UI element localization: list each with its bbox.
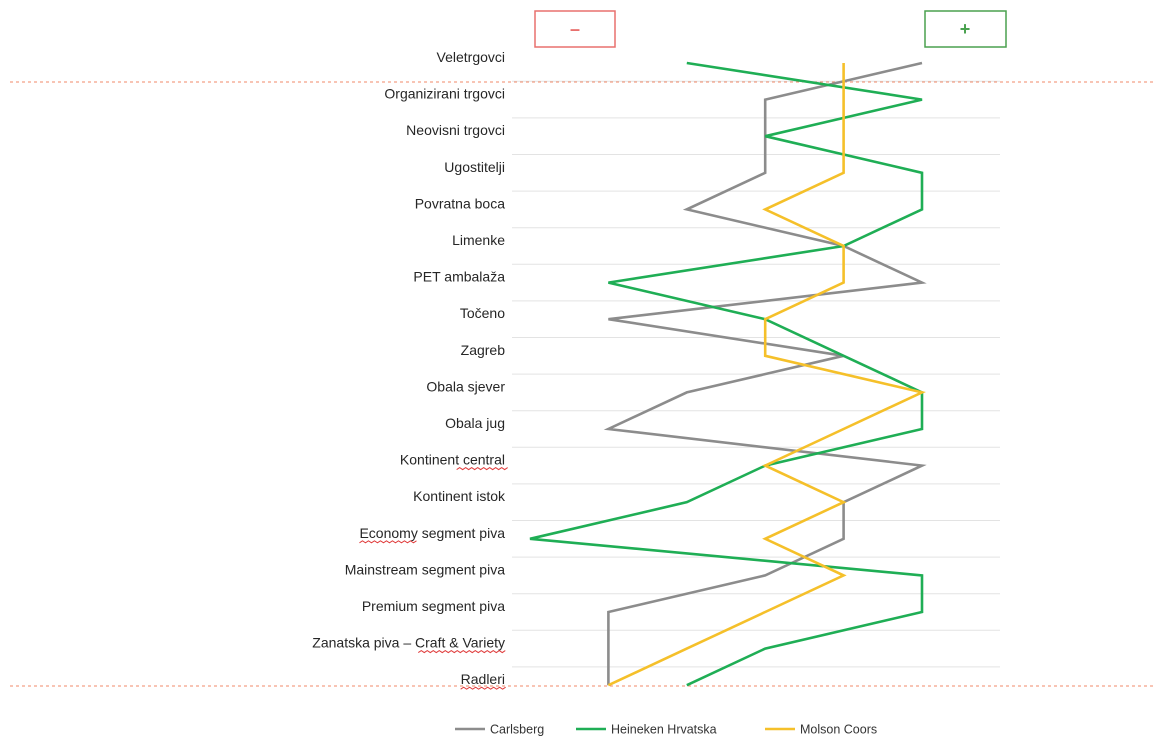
legend: Carlsberg Heineken Hrvatska Molson Coors	[455, 723, 877, 737]
category-label: Radleri	[461, 671, 505, 687]
category-label: PET ambalaža	[413, 269, 505, 285]
divider-lines	[10, 81, 1155, 687]
spellcheck-underline	[359, 540, 417, 544]
category-label: Obala sjever	[426, 378, 505, 394]
series-line-molson-coors	[607, 63, 926, 687]
series-line-heineken-hrvatska	[529, 61, 924, 687]
category-label: Točeno	[460, 305, 505, 321]
category-label: Zagreb	[461, 342, 506, 358]
category-label: Veletrgovci	[437, 49, 505, 65]
category-label: Limenke	[452, 232, 505, 248]
category-label: Obala jug	[445, 415, 505, 431]
minus-box	[534, 10, 616, 48]
legend-label: Molson Coors	[800, 723, 877, 737]
category-labels: Veletrgovci Organizirani trgovci Neovisni …	[312, 49, 508, 690]
category-label: Organizirani trgovci	[384, 86, 505, 102]
category-label: Economy segment piva	[359, 525, 505, 541]
series-lines	[529, 61, 927, 687]
plus-box	[924, 10, 1007, 48]
scale-indicators: – +	[534, 10, 1007, 48]
category-label: Premium segment piva	[362, 598, 505, 614]
category-label: Povratna boca	[415, 195, 505, 211]
category-label: Zanatska piva – Craft & Variety	[312, 635, 505, 651]
legend-label: Heineken Hrvatska	[611, 723, 717, 737]
grid-lines	[512, 80, 1000, 668]
category-label: Neovisni trgovci	[406, 122, 505, 138]
category-label: Mainstream segment piva	[345, 561, 506, 577]
series-line-carlsberg	[603, 61, 927, 686]
category-label: Kontinent istok	[413, 488, 506, 504]
category-label: Kontinent central	[400, 452, 505, 468]
spellcheck-underline	[460, 686, 506, 690]
minus-label: –	[570, 19, 580, 39]
spellcheck-underline	[456, 466, 508, 471]
category-label: Ugostitelji	[444, 159, 505, 175]
legend-label: Carlsberg	[490, 723, 544, 737]
spellcheck-underline	[417, 649, 506, 654]
plus-label: +	[960, 19, 971, 39]
